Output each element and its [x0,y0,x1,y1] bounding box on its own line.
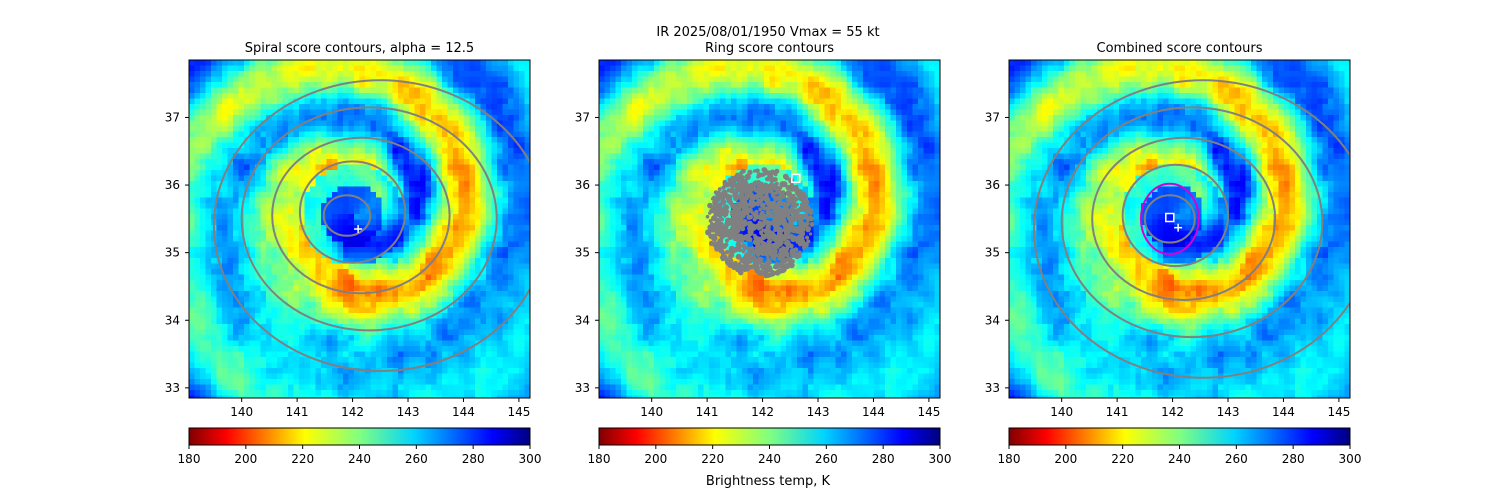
contour-line-1 [1143,194,1196,244]
x-tick-label: 144 [862,405,885,419]
x-tick-label: 143 [1217,405,1240,419]
colorbar-tick-label: 200 [234,452,257,466]
x-tick-label: 141 [696,405,719,419]
x-tick-label: 142 [751,405,774,419]
x-tick-label: 143 [807,405,830,419]
colorbar-tick-label: 280 [1282,452,1305,466]
panel-2: Ring score contours 140 141 142 143 144 145 33 3… [575,41,952,466]
x-tick-label: 142 [1161,405,1184,419]
figure-suptitle: IR 2025/08/01/1950 Vmax = 55 kt [656,25,879,40]
colorbar: 180 200 220 240 260 280 300 [998,427,1362,466]
colorbar-tick-label: 260 [1225,452,1248,466]
colorbar-tick-label: 280 [872,452,895,466]
colorbar-tick-label: 180 [178,452,201,466]
colorbar-tick-label: 200 [644,452,667,466]
y-tick-label: 36 [985,178,1000,192]
y-tick-label: 37 [985,110,1000,124]
y-tick-label: 33 [165,381,180,395]
colorbar-tick-label: 300 [519,452,542,466]
x-tick-label: 144 [1272,405,1295,419]
panel-title: Ring score contours [705,41,834,56]
colorbar-tick-label: 220 [701,452,724,466]
panel-1: Spiral score contours, alpha = 12.5 140 14… [165,41,542,466]
colorbar: 180 200 220 240 260 280 300 [178,427,542,466]
x-tick-label: 145 [507,405,530,419]
score-contours [1033,79,1350,379]
y-tick-label: 35 [985,246,1000,260]
y-tick-label: 35 [575,246,590,260]
contour-line-3 [1091,136,1277,301]
contour-line-2 [1121,163,1230,268]
panel-title: Combined score contours [1097,41,1263,56]
y-tick-label: 34 [985,313,1000,327]
colorbar-gradient [1008,427,1351,446]
colorbar-label: Brightness temp, K [706,474,831,489]
colorbar-tick-label: 300 [1339,452,1362,466]
y-tick-label: 34 [165,313,180,327]
colorbar-tick-label: 240 [1168,452,1191,466]
colorbar-tick-label: 240 [758,452,781,466]
y-tick-label: 34 [575,313,590,327]
contour-line-2 [298,160,407,264]
x-tick-label: 145 [917,405,940,419]
y-tick-label: 35 [165,246,180,260]
contour-line-4 [240,106,498,332]
contour-line-5 [213,79,530,372]
y-tick-label: 33 [985,381,1000,395]
x-tick-label: 141 [286,405,309,419]
colorbar-tick-label: 300 [929,452,952,466]
colorbar-tick-label: 260 [815,452,838,466]
ring-center-marker [791,173,801,184]
axes-frame [1008,59,1351,399]
ir-image [599,60,940,398]
contour-line-1 [322,194,372,237]
colorbar: 180 200 220 240 260 280 300 [588,427,952,466]
colorbar-tick-label: 240 [348,452,371,466]
colorbar-tick-label: 200 [1054,452,1077,466]
x-tick-label: 144 [452,405,475,419]
panel-title: Spiral score contours, alpha = 12.5 [245,41,474,56]
axes-frame [598,59,941,399]
colorbar-tick-label: 180 [998,452,1021,466]
x-tick-label: 142 [341,405,364,419]
colorbar-gradient [598,427,941,446]
best-track-center-marker [1174,223,1183,232]
y-tick-label: 36 [165,178,180,192]
colorbar-tick-label: 260 [405,452,428,466]
contour-line-5 [1033,79,1350,379]
x-tick-label: 143 [397,405,420,419]
ir-image [189,60,530,398]
x-tick-label: 140 [230,405,253,419]
best-track-center-marker [354,225,363,233]
contour-line-3 [271,136,451,295]
score-contours [213,79,530,372]
colorbar-tick-label: 220 [291,452,314,466]
ring-fit-circle [1139,182,1200,256]
x-tick-label: 140 [1050,405,1073,419]
colorbar-tick-label: 180 [588,452,611,466]
panel-3: Combined score contours 140 141 142 143 144 14… [985,41,1362,466]
colorbar-tick-label: 220 [1111,452,1134,466]
ir-image [1009,60,1350,398]
x-tick-label: 140 [640,405,663,419]
y-tick-label: 37 [575,110,590,124]
colorbar-tick-label: 280 [462,452,485,466]
y-tick-label: 37 [165,110,180,124]
y-tick-label: 36 [575,178,590,192]
contour-line-4 [1060,106,1324,339]
panels: Spiral score contours, alpha = 12.5 140 14… [165,41,1362,466]
ring-center-marker [1165,212,1175,223]
ring-score-region [705,167,815,279]
x-tick-label: 145 [1327,405,1350,419]
colorbar-gradient [188,427,531,446]
y-tick-label: 33 [575,381,590,395]
axes-frame [188,59,531,399]
x-tick-label: 141 [1106,405,1129,419]
